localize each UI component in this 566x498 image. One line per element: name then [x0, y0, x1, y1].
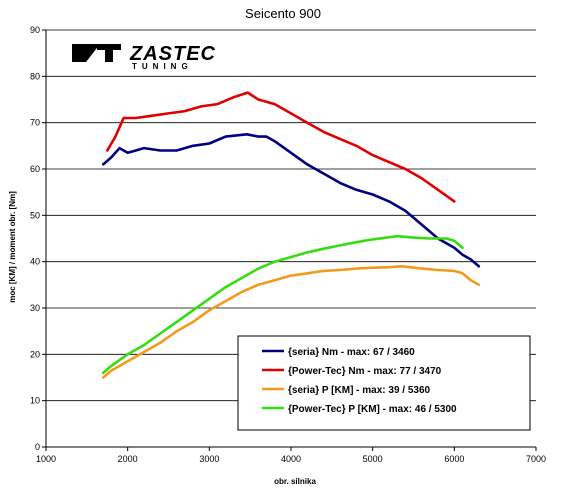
legend-label-4: {Power-Tec} P [KM] - max: 46 / 5300: [288, 404, 457, 415]
chart-title: Seicento 900: [245, 6, 321, 21]
legend: {seria} Nm - max: 67 / 3460 {Power-Tec} N…: [237, 335, 531, 431]
y-tick-label: 50: [30, 210, 40, 220]
series-line-2: [106, 91, 456, 203]
y-tick-label: 0: [35, 442, 40, 452]
y-tick-label: 60: [30, 164, 40, 174]
y-axis-label: moc [KM] / moment obr. [Nm]: [8, 191, 17, 303]
tick-labels: 0 10 20 30 40 50 60 70 80 90 1000 2000 3000 4000 5000 6…: [30, 25, 546, 464]
legend-label-3: {seria} P [KM] - max: 39 / 5360: [288, 385, 431, 396]
legend-items: {seria} Nm - max: 67 / 3460 {Power-Tec} N…: [262, 347, 457, 415]
logo-name: ZASTEC: [129, 43, 216, 65]
y-tick-label: 30: [30, 303, 40, 313]
x-tick-label: 4000: [281, 454, 301, 464]
x-tick-label: 3000: [199, 454, 219, 464]
legend-label-2: {Power-Tec} Nm - max: 77 / 3470: [288, 366, 442, 377]
y-tick-label: 40: [30, 257, 40, 267]
x-tick-label: 6000: [444, 454, 464, 464]
x-tick-label: 7000: [526, 454, 546, 464]
x-tick-label: 1000: [36, 454, 56, 464]
y-tick-label: 10: [30, 396, 40, 406]
series-line-1: [101, 133, 481, 268]
x-tick-label: 5000: [363, 454, 383, 464]
legend-label-1: {seria} Nm - max: 67 / 3460: [288, 347, 415, 358]
legend-box: [237, 335, 531, 431]
x-tick-label: 2000: [118, 454, 138, 464]
y-tick-label: 80: [30, 71, 40, 81]
y-tick-label: 70: [30, 118, 40, 128]
zastec-logo: ZASTEC TUNING: [72, 43, 216, 71]
logo-sub: TUNING: [132, 62, 193, 71]
y-tick-label: 90: [30, 25, 40, 35]
series-line-4: [101, 234, 464, 375]
x-axis-label: obr. silnika: [274, 477, 316, 486]
y-tick-label: 20: [30, 349, 40, 359]
series-lines: [101, 91, 481, 379]
series-line-3: [101, 264, 481, 379]
axes: [42, 29, 537, 451]
